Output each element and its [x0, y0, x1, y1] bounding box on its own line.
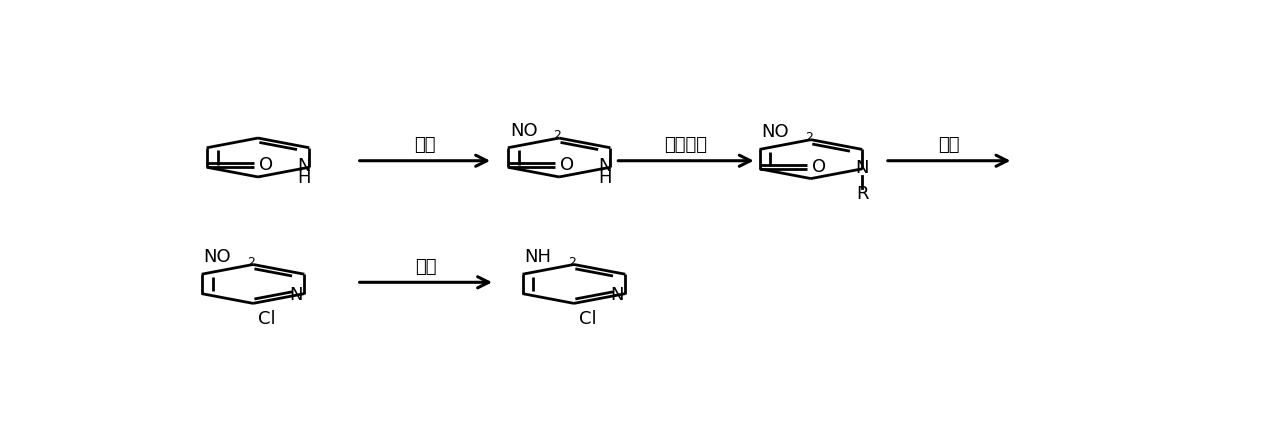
Text: H: H [599, 169, 613, 187]
Text: O: O [259, 156, 273, 174]
Text: 2: 2 [805, 131, 813, 144]
Text: Cl: Cl [257, 310, 275, 328]
Text: R: R [856, 185, 869, 203]
Text: 2: 2 [568, 256, 576, 269]
Text: 2: 2 [247, 256, 255, 269]
Text: NO: NO [204, 248, 232, 266]
Text: 还原: 还原 [415, 258, 437, 276]
Text: NO: NO [510, 122, 538, 140]
Text: NO: NO [762, 123, 789, 141]
Text: N: N [610, 286, 624, 304]
Text: N: N [298, 157, 311, 175]
Text: Cl: Cl [578, 310, 596, 328]
Text: N: N [855, 159, 869, 177]
Text: O: O [561, 156, 575, 174]
Text: N: N [599, 157, 613, 175]
Text: 2: 2 [553, 129, 561, 142]
Text: NH: NH [525, 248, 552, 266]
Text: 硬化: 硬化 [414, 136, 436, 154]
Text: N: N [289, 286, 303, 304]
Text: O: O [812, 157, 826, 176]
Text: 氯代: 氯代 [939, 136, 959, 154]
Text: 氨基保护: 氨基保护 [665, 136, 707, 154]
Text: H: H [298, 169, 311, 187]
